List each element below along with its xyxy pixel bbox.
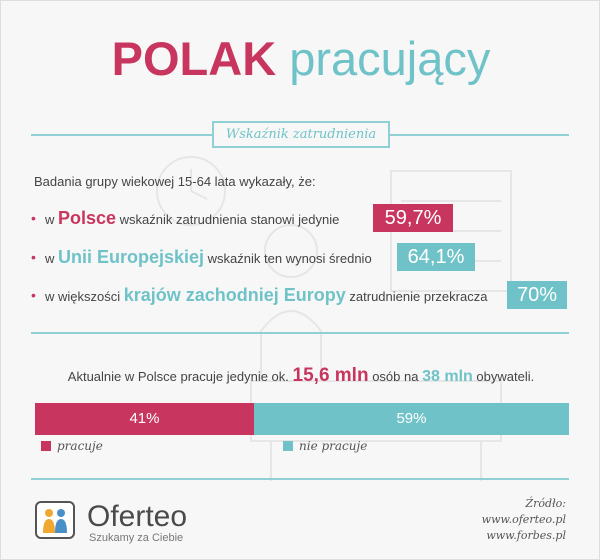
intro-text: Badania grupy wiekowej 15-64 lata wykaza… bbox=[34, 174, 316, 189]
employment-stacked-bar: 41% 59% bbox=[35, 403, 569, 435]
bullet-post: wskaźnik ten wynosi średnio bbox=[204, 250, 372, 266]
brand-tagline: Szukamy za Ciebie bbox=[89, 532, 184, 544]
legend-not-working: nie pracuje bbox=[283, 439, 367, 453]
legend-label-not-working: nie pracuje bbox=[299, 439, 368, 453]
value-badge-poland: 59,7% bbox=[373, 204, 453, 232]
bullet-pre: w bbox=[45, 250, 58, 266]
bullet-poland: • w Polsce wskaźnik zatrudnienia stanowi… bbox=[31, 204, 339, 232]
stat-post: obywateli. bbox=[476, 369, 535, 384]
value-badge-western-europe: 70% bbox=[507, 281, 567, 309]
source-block: Źródło: www.oferteo.pl www.forbes.pl bbox=[482, 496, 566, 544]
bar-segment-working: 41% bbox=[35, 403, 254, 435]
employment-stat: Aktualnie w Polsce pracuje jedynie ok. 1… bbox=[1, 365, 600, 387]
bullet-highlight: Polsce bbox=[58, 207, 117, 228]
bullet-highlight: krajów zachodniej Europy bbox=[123, 284, 346, 305]
stat-population-count: 38 mln bbox=[422, 368, 473, 385]
stat-mid: osób na bbox=[372, 369, 419, 384]
legend-swatch-working bbox=[41, 441, 51, 451]
bullet-post: zatrudnienie przekracza bbox=[345, 288, 488, 304]
bullet-pre: w bbox=[45, 211, 58, 227]
bullet-highlight: Unii Europejskiej bbox=[58, 246, 205, 267]
title-part2: pracujący bbox=[289, 32, 491, 85]
oferteo-logo-icon bbox=[35, 501, 75, 539]
legend-swatch-not-working bbox=[283, 441, 293, 451]
section-label: Wskaźnik zatrudnienia bbox=[212, 121, 390, 148]
bullet-dot: • bbox=[31, 210, 36, 226]
title-part1: POLAK bbox=[111, 32, 277, 85]
source-link-oferteo[interactable]: www.oferteo.pl bbox=[481, 513, 566, 526]
bullet-pre: w większości bbox=[45, 288, 124, 304]
legend-working: pracuje bbox=[41, 439, 103, 453]
page-title: POLAK pracujący bbox=[1, 29, 600, 89]
source-link-forbes[interactable]: www.forbes.pl bbox=[486, 529, 566, 542]
bar-segment-not-working: 59% bbox=[253, 403, 569, 435]
source-label: Źródło: bbox=[525, 497, 566, 510]
value-badge-eu: 64,1% bbox=[397, 243, 475, 271]
stat-pre: Aktualnie w Polsce pracuje jedynie ok. bbox=[67, 369, 289, 384]
section-divider-bottom bbox=[31, 478, 569, 480]
legend-label-working: pracuje bbox=[57, 439, 103, 453]
bullet-dot: • bbox=[31, 287, 36, 303]
section-divider-middle bbox=[31, 332, 569, 334]
bullet-post: wskaźnik zatrudnienia stanowi jedynie bbox=[116, 211, 340, 227]
bullet-eu: • w Unii Europejskiej wskaźnik ten wynos… bbox=[31, 243, 372, 271]
stat-working-count: 15,6 mln bbox=[292, 365, 369, 386]
bullet-dot: • bbox=[31, 249, 36, 265]
brand-name: Oferteo bbox=[87, 500, 188, 533]
bullet-western-europe: • w większości krajów zachodniej Europy … bbox=[31, 281, 487, 309]
